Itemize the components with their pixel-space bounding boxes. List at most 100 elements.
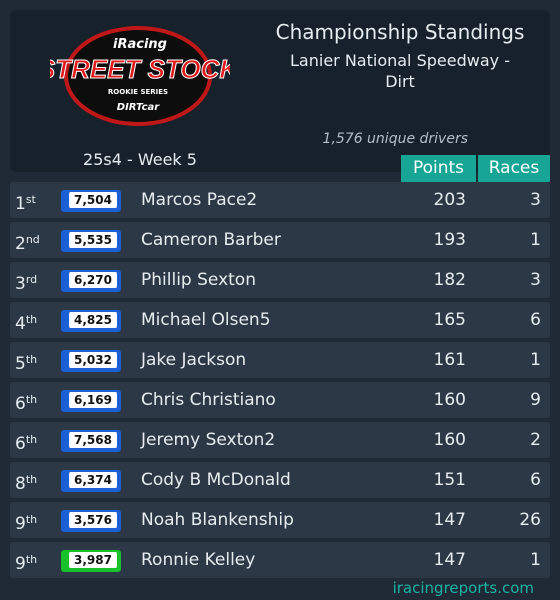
driver-name: Jeremy Sexton2 <box>141 430 276 450</box>
standing-row: 5th 5,032 Jake Jackson 161 1 <box>10 342 550 378</box>
driver-name: Michael Olsen5 <box>141 310 271 330</box>
standing-row: 8th 6,374 Cody B McDonald 151 6 <box>10 462 550 498</box>
license-badge: 5,535 <box>61 230 121 252</box>
rank: 8th <box>15 462 37 502</box>
logo-tier: ROOKIE SERIES <box>108 88 168 96</box>
irating: 4,825 <box>69 312 117 328</box>
points: 203 <box>433 190 466 210</box>
driver-count: 1,576 unique drivers <box>322 131 468 147</box>
rank-suffix: th <box>25 473 38 486</box>
rank-number: 9 <box>15 514 26 534</box>
rank: 1st <box>15 182 36 222</box>
rank: 6th <box>15 382 37 422</box>
races: 1 <box>530 550 541 570</box>
points: 193 <box>433 230 466 250</box>
standing-row: 9th 3,987 Ronnie Kelley 147 1 <box>10 542 550 578</box>
points: 161 <box>433 350 466 370</box>
standing-row: 4th 4,825 Michael Olsen5 165 6 <box>10 302 550 338</box>
rank-suffix: th <box>25 513 38 526</box>
column-header: Races <box>478 155 550 182</box>
races: 9 <box>530 390 541 410</box>
logo-series: STREET STOCK <box>50 54 230 84</box>
standing-row: 9th 3,576 Noah Blankenship 147 26 <box>10 502 550 538</box>
points: 182 <box>433 270 466 290</box>
races: 3 <box>530 190 541 210</box>
races: 3 <box>530 270 541 290</box>
driver-name: Jake Jackson <box>141 350 247 370</box>
races: 26 <box>519 510 541 530</box>
points: 147 <box>433 510 466 530</box>
rank-number: 2 <box>15 234 26 254</box>
driver-name: Chris Christiano <box>141 390 276 410</box>
irating: 6,374 <box>69 472 117 488</box>
rank: 9th <box>15 502 37 542</box>
points: 151 <box>433 470 466 490</box>
irating: 3,576 <box>69 512 117 528</box>
driver-name: Phillip Sexton <box>141 270 256 290</box>
license-badge: 7,504 <box>61 190 121 212</box>
races: 6 <box>530 470 541 490</box>
rank-suffix: th <box>25 553 38 566</box>
irating: 6,270 <box>69 272 117 288</box>
driver-name: Ronnie Kelley <box>141 550 256 570</box>
license-badge: 6,270 <box>61 270 121 292</box>
rank: 3rd <box>15 262 37 302</box>
license-badge: 6,374 <box>61 470 121 492</box>
rank-suffix: rd <box>25 273 38 286</box>
points: 160 <box>433 430 466 450</box>
footer-site: iracingreports.com <box>392 579 534 597</box>
points: 147 <box>433 550 466 570</box>
standing-row: 3rd 6,270 Phillip Sexton 182 3 <box>10 262 550 298</box>
license-badge: 3,576 <box>61 510 121 532</box>
track: Lanier National Speedway - Dirt <box>290 51 510 91</box>
points: 160 <box>433 390 466 410</box>
license-badge: 3,987 <box>61 550 121 572</box>
rank-number: 3 <box>15 274 26 294</box>
driver-name: Cody B McDonald <box>141 470 291 490</box>
irating: 7,568 <box>69 432 117 448</box>
rank-suffix: th <box>25 433 38 446</box>
driver-name: Noah Blankenship <box>141 510 294 530</box>
license-badge: 5,032 <box>61 350 121 372</box>
rank-number: 6 <box>15 434 26 454</box>
rank: 5th <box>15 342 37 382</box>
irating: 3,987 <box>69 552 117 568</box>
rank: 6th <box>15 422 37 462</box>
license-badge: 7,568 <box>61 430 121 452</box>
points: 165 <box>433 310 466 330</box>
standing-row: 6th 6,169 Chris Christiano 160 9 <box>10 382 550 418</box>
logo-ring <box>64 26 212 126</box>
driver-name: Marcos Pace2 <box>141 190 258 210</box>
rank-number: 1 <box>15 194 26 214</box>
column-header: Points <box>401 155 476 182</box>
standing-row: 2nd 5,535 Cameron Barber 193 1 <box>10 222 550 258</box>
rank: 9th <box>15 542 37 582</box>
rank-suffix: st <box>25 193 36 206</box>
title: Championship Standings <box>275 20 525 44</box>
rank-number: 5 <box>15 354 26 374</box>
rank-suffix: th <box>25 353 38 366</box>
rank-suffix: nd <box>25 233 40 246</box>
irating: 7,504 <box>69 192 117 208</box>
rank-suffix: th <box>25 393 38 406</box>
rank: 2nd <box>15 222 40 262</box>
irating: 6,169 <box>69 392 117 408</box>
logo-sanction: DIRTcar <box>117 102 160 113</box>
season: 25s4 - Week 5 <box>83 150 197 169</box>
rank-suffix: th <box>25 313 38 326</box>
irating: 5,535 <box>69 232 117 248</box>
races: 1 <box>530 230 541 250</box>
standing-row: 6th 7,568 Jeremy Sexton2 160 2 <box>10 422 550 458</box>
logo: iRacing STREET STOCK ROOKIE SERIES DIRTc… <box>50 26 230 126</box>
rank-number: 8 <box>15 474 26 494</box>
races: 2 <box>530 430 541 450</box>
standing-row: 1st 7,504 Marcos Pace2 203 3 <box>10 182 550 218</box>
rank-number: 6 <box>15 394 26 414</box>
races: 6 <box>530 310 541 330</box>
driver-name: Cameron Barber <box>141 230 281 250</box>
irating: 5,032 <box>69 352 117 368</box>
license-badge: 6,169 <box>61 390 121 412</box>
header-panel: iRacing STREET STOCK ROOKIE SERIES DIRTc… <box>10 10 550 172</box>
logo-brand: iRacing <box>113 37 167 52</box>
